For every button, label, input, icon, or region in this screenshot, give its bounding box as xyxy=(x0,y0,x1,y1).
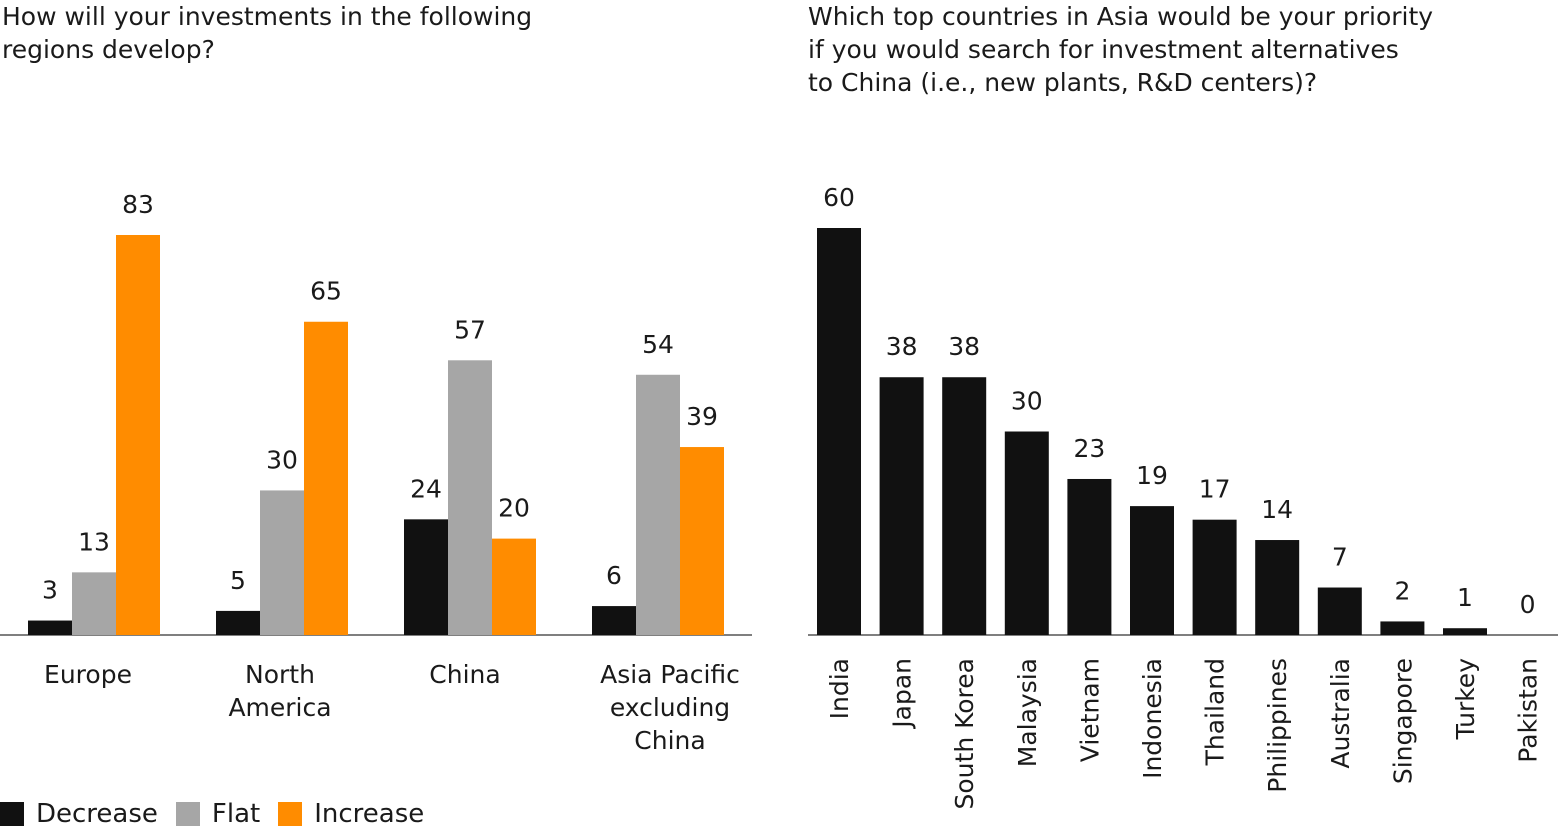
category-thailand: Thailand xyxy=(1201,658,1230,766)
category-line-europe: Europe xyxy=(44,660,132,689)
bar-asia-pacific-excluding-china-decrease xyxy=(592,606,636,635)
bar-asia-pacific-excluding-china-increase xyxy=(680,447,724,635)
bar-south-korea xyxy=(942,377,987,635)
legend-label-flat: Flat xyxy=(211,799,261,829)
bar-north-america-decrease xyxy=(216,610,260,635)
category-turkey: Turkey xyxy=(1451,658,1480,741)
bar-north-america-increase xyxy=(304,321,348,635)
label-north-america-increase: 65 xyxy=(310,277,342,306)
category-line-china: China xyxy=(429,660,500,689)
bar-thailand xyxy=(1192,519,1237,635)
left-chart-title: How will your investments in the followi… xyxy=(2,2,533,64)
label-china-flat: 57 xyxy=(454,315,486,344)
category-japan: Japan xyxy=(888,658,917,730)
legend: Decrease Flat Increase xyxy=(0,797,442,831)
label-thailand: 17 xyxy=(1199,475,1231,504)
category-vietnam: Vietnam xyxy=(1075,658,1104,762)
category-europe: Europe xyxy=(44,660,132,689)
legend-swatch-flat xyxy=(175,802,200,826)
legend-item-increase: Increase xyxy=(278,799,424,829)
label-australia: 7 xyxy=(1332,543,1348,572)
left-chart: 3 13 83 Europe 5 30 65 North America 24 57 20 China 6… xyxy=(0,190,752,755)
label-china-decrease: 24 xyxy=(410,474,442,503)
category-line-china: China xyxy=(634,726,705,755)
category-india: India xyxy=(825,658,854,719)
label-south-korea: 38 xyxy=(948,332,980,361)
bar-europe-increase xyxy=(116,235,160,635)
label-india: 60 xyxy=(823,183,855,212)
label-china-increase: 20 xyxy=(498,494,530,523)
label-pakistan: 0 xyxy=(1520,590,1536,619)
label-asia-pacific-excluding-china-decrease: 6 xyxy=(606,561,622,590)
bar-turkey xyxy=(1443,628,1487,635)
category-australia: Australia xyxy=(1326,658,1355,769)
legend-label-increase: Increase xyxy=(314,799,425,829)
bar-vietnam xyxy=(1067,478,1112,635)
right-chart-title: Which top countries in Asia would be you… xyxy=(808,2,1434,97)
bar-australia xyxy=(1317,587,1362,635)
label-japan: 38 xyxy=(886,332,918,361)
category-malaysia: Malaysia xyxy=(1013,658,1042,767)
category-philippines: Philippines xyxy=(1263,658,1292,793)
bar-singapore xyxy=(1380,621,1425,635)
bar-malaysia xyxy=(1004,431,1049,635)
label-europe-flat: 13 xyxy=(78,527,110,556)
label-vietnam: 23 xyxy=(1073,434,1105,463)
bar-north-america-flat xyxy=(260,490,304,635)
bar-europe-decrease xyxy=(28,620,72,635)
bar-japan xyxy=(879,377,924,635)
bar-indonesia xyxy=(1130,506,1174,635)
category-line-excluding: excluding xyxy=(610,693,730,722)
legend-swatch-decrease xyxy=(0,802,24,826)
category-indonesia: Indonesia xyxy=(1138,658,1167,779)
label-europe-increase: 83 xyxy=(122,190,154,219)
label-malaysia: 30 xyxy=(1011,387,1043,416)
bar-europe-flat xyxy=(72,572,116,635)
bar-china-increase xyxy=(492,538,536,635)
category-line-asia-pacific: Asia Pacific xyxy=(600,660,740,689)
category-china: China xyxy=(429,660,500,689)
legend-swatch-increase xyxy=(278,802,303,826)
category-north-america: North America xyxy=(228,660,331,722)
category-line-america: America xyxy=(228,693,331,722)
label-europe-decrease: 3 xyxy=(42,576,58,605)
label-turkey: 1 xyxy=(1457,583,1473,612)
bar-asia-pacific-excluding-china-flat xyxy=(636,374,680,635)
legend-label-decrease: Decrease xyxy=(36,799,158,829)
legend-item-flat: Flat xyxy=(175,799,261,829)
category-pakistan: Pakistan xyxy=(1514,658,1543,763)
label-north-america-flat: 30 xyxy=(266,445,298,474)
bar-india xyxy=(817,228,861,635)
legend-item-decrease: Decrease xyxy=(0,799,158,829)
label-philippines: 14 xyxy=(1261,495,1293,524)
category-singapore: Singapore xyxy=(1388,658,1417,784)
label-asia-pacific-excluding-china-flat: 54 xyxy=(642,330,674,359)
category-line-north: North xyxy=(245,660,315,689)
label-asia-pacific-excluding-china-increase: 39 xyxy=(686,402,718,431)
bar-china-decrease xyxy=(404,519,448,635)
bar-china-flat xyxy=(448,360,492,635)
label-singapore: 2 xyxy=(1394,576,1410,605)
category-asia-pacific-excluding-china: Asia Pacific excluding China xyxy=(600,660,740,755)
label-indonesia: 19 xyxy=(1136,461,1168,490)
bar-philippines xyxy=(1255,540,1300,635)
label-north-america-decrease: 5 xyxy=(230,566,246,595)
category-south-korea: South Korea xyxy=(950,658,979,809)
